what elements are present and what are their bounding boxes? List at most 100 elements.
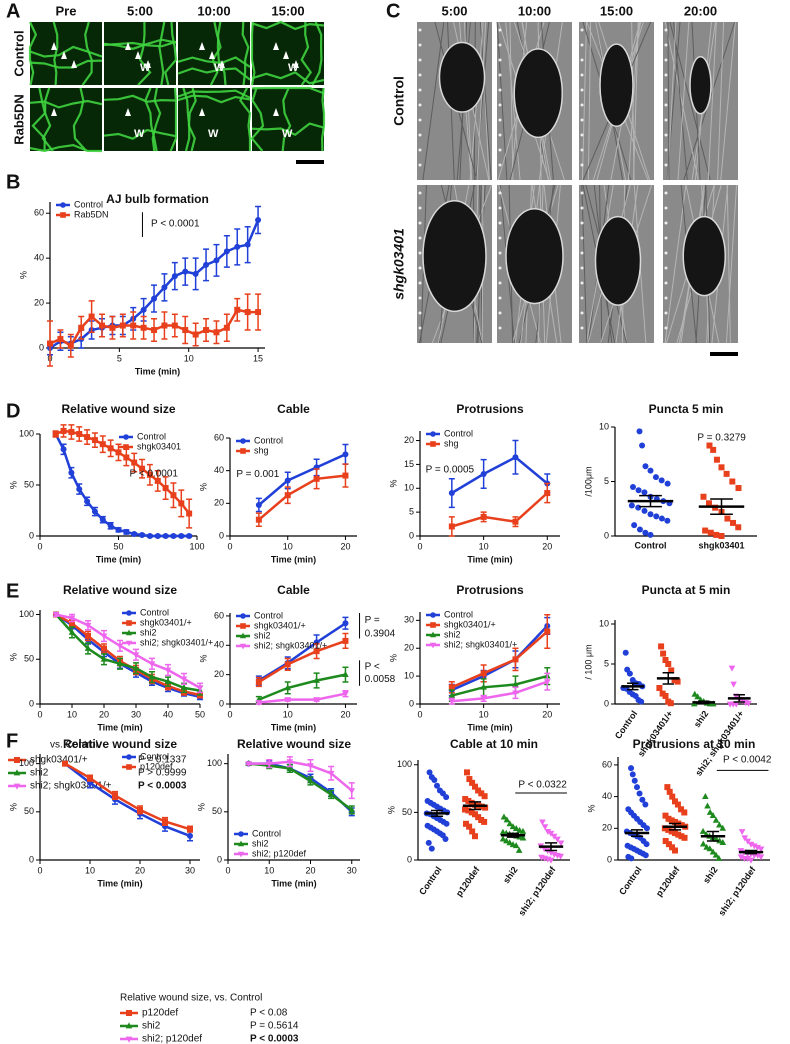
cell-edge (250, 21, 256, 86)
data-point (286, 759, 294, 766)
x-tick-label: 0 (227, 709, 232, 719)
legend-marker (125, 1036, 133, 1043)
speckle (664, 281, 668, 285)
data-point (464, 769, 471, 776)
texture (726, 184, 731, 344)
data-point (669, 793, 676, 800)
x-tick-label: 20 (135, 865, 145, 875)
wound-label: W (288, 62, 299, 74)
data-point (186, 533, 193, 539)
x-tick-label: 15 (253, 353, 263, 363)
data-point (636, 790, 643, 797)
arrowhead (199, 108, 205, 116)
data-point (116, 660, 124, 667)
x-tick-label: 10 (85, 865, 95, 875)
x-tick-label: 10 (283, 709, 293, 719)
data-point (132, 664, 140, 671)
row-label: Rab5DN (11, 94, 26, 145)
data-point (442, 836, 449, 843)
column-header: 5:00 (127, 3, 153, 18)
data-point (203, 327, 210, 334)
series-line (258, 639, 346, 684)
data-point (745, 700, 752, 707)
x-tick-label: shi2; p120def (516, 864, 558, 918)
data-point (475, 787, 482, 794)
data-point (709, 848, 717, 855)
y-tick-label: 50 (212, 806, 222, 816)
arrowhead (51, 108, 57, 116)
data-point (672, 847, 678, 854)
chart-title: Relative wound size (63, 583, 177, 597)
data-point (85, 632, 91, 639)
wound (594, 215, 642, 306)
data-point (465, 797, 472, 804)
data-point (706, 808, 714, 815)
x-axis-label: Time (min) (271, 554, 316, 564)
speckle (664, 28, 668, 32)
series-line (258, 692, 346, 704)
data-point (342, 620, 349, 627)
data-point (307, 777, 314, 784)
legend-marker (237, 851, 245, 858)
data-point (665, 826, 672, 833)
cell-edge (81, 21, 93, 86)
arrowhead (293, 60, 299, 68)
data-point (480, 696, 487, 703)
data-point (636, 428, 643, 435)
speckle (418, 118, 422, 122)
x-tick-label: 10 (283, 541, 293, 551)
speckle (498, 221, 502, 225)
legend-marker (237, 840, 245, 847)
data-point (744, 856, 752, 863)
x-tick-label: Control (635, 540, 667, 550)
legend-marker (126, 754, 132, 760)
data-point (661, 825, 668, 832)
x-axis-label: Time (min) (135, 366, 180, 376)
speckle (418, 43, 422, 47)
image-background (104, 88, 176, 151)
y-axis-label: / 100 μm (583, 644, 593, 679)
data-point (213, 329, 220, 336)
data-point (68, 628, 76, 635)
chart-title: Cable (277, 583, 310, 597)
data-point (705, 500, 712, 507)
arrowhead (199, 42, 205, 50)
data-point (709, 812, 717, 819)
data-point (123, 454, 130, 461)
data-point (512, 824, 520, 831)
data-point (480, 470, 487, 477)
data-point (647, 511, 654, 518)
cell-edge (72, 87, 88, 152)
y-axis-label: % (198, 654, 208, 662)
legend-marker (126, 764, 132, 770)
x-tick-label: 20 (99, 709, 109, 719)
series-line (55, 613, 201, 692)
micrograph: W (103, 21, 178, 86)
data-point (647, 531, 654, 538)
speckle (418, 28, 422, 32)
data-point (154, 533, 161, 539)
series-line (258, 474, 346, 521)
cell-edge (209, 21, 222, 86)
y-tick-label: 10 (404, 483, 414, 493)
data-point (713, 531, 720, 538)
data-point (178, 500, 185, 507)
data-point (664, 480, 671, 487)
data-point (171, 322, 178, 329)
speckle (664, 311, 668, 315)
data-point (672, 818, 678, 825)
series-line (248, 762, 353, 811)
data-point (342, 691, 349, 698)
data-point (754, 844, 761, 851)
data-point (148, 673, 156, 680)
data-point (146, 533, 153, 539)
texture (669, 21, 711, 181)
data-point (482, 804, 489, 811)
data-point (465, 807, 472, 814)
cell-edge (103, 128, 177, 140)
chart-title: Cable (277, 402, 310, 416)
series-line (451, 680, 548, 703)
legend-marker (240, 438, 246, 444)
wound (689, 56, 712, 115)
data-point (84, 434, 91, 441)
